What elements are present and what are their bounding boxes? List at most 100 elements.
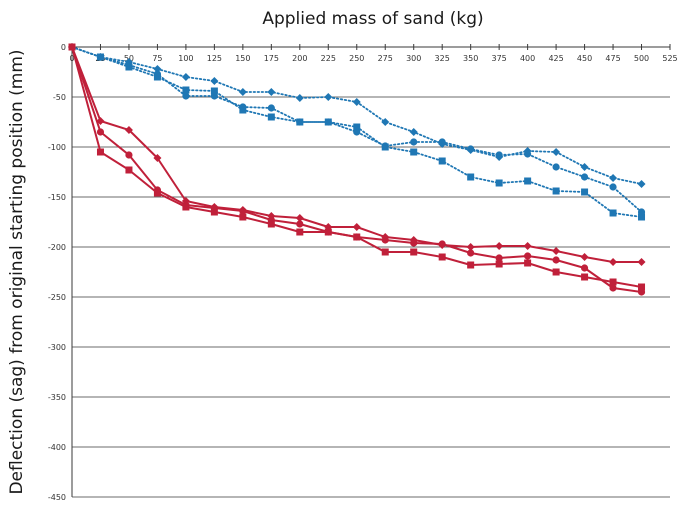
data-point bbox=[609, 258, 618, 266]
x-tick-label: 375 bbox=[492, 54, 507, 63]
data-point bbox=[295, 214, 304, 222]
data-point bbox=[210, 87, 218, 95]
data-point bbox=[381, 236, 389, 244]
data-point bbox=[125, 151, 133, 159]
y-tick-label: -400 bbox=[48, 443, 66, 452]
data-point bbox=[153, 189, 161, 197]
data-point bbox=[324, 118, 332, 126]
data-point bbox=[324, 93, 333, 101]
data-point bbox=[552, 247, 561, 255]
data-point bbox=[637, 258, 646, 266]
data-point bbox=[609, 278, 617, 286]
data-point bbox=[267, 220, 275, 228]
data-point bbox=[239, 106, 247, 114]
data-point bbox=[580, 173, 589, 181]
data-point bbox=[552, 163, 560, 171]
data-point bbox=[153, 154, 162, 162]
data-point bbox=[239, 207, 247, 215]
data-point bbox=[495, 254, 503, 262]
data-point bbox=[523, 242, 532, 250]
x-tick-label: 475 bbox=[605, 54, 620, 63]
y-tick-label: -150 bbox=[48, 193, 66, 202]
data-point bbox=[295, 94, 304, 102]
data-point bbox=[352, 223, 361, 231]
x-tick-label: 125 bbox=[207, 54, 222, 63]
data-point bbox=[352, 98, 361, 106]
data-point bbox=[267, 104, 275, 112]
data-point bbox=[438, 157, 446, 165]
x-tick-label: 275 bbox=[378, 54, 393, 63]
data-point bbox=[96, 128, 105, 136]
data-point bbox=[182, 92, 190, 100]
data-point bbox=[238, 88, 247, 96]
data-point bbox=[239, 213, 247, 221]
data-point bbox=[267, 88, 276, 96]
y-tick-label: -100 bbox=[48, 143, 66, 152]
data-point bbox=[324, 228, 332, 236]
y-tick-label: -200 bbox=[48, 243, 66, 252]
data-point bbox=[438, 138, 446, 146]
data-point bbox=[580, 163, 589, 171]
y-tick-label: 0 bbox=[61, 43, 66, 52]
x-tick-label: 250 bbox=[349, 54, 364, 63]
data-point bbox=[124, 126, 133, 134]
data-point bbox=[182, 86, 190, 94]
data-point bbox=[609, 284, 617, 292]
data-point bbox=[438, 253, 446, 261]
data-point bbox=[495, 260, 503, 268]
data-point bbox=[296, 118, 304, 126]
data-point bbox=[609, 174, 618, 182]
data-point bbox=[467, 173, 475, 181]
data-point bbox=[410, 239, 418, 247]
data-point bbox=[153, 65, 162, 73]
data-point bbox=[182, 203, 190, 211]
y-axis-title: Deflection (sag) from original starting … bbox=[7, 49, 27, 494]
x-tick-label: 300 bbox=[406, 54, 421, 63]
data-point bbox=[552, 187, 560, 195]
x-tick-label: 150 bbox=[235, 54, 250, 63]
x-tick-label: 425 bbox=[548, 54, 563, 63]
x-tick-label: 0 bbox=[69, 54, 74, 63]
data-point bbox=[467, 145, 475, 153]
data-point bbox=[68, 43, 76, 51]
x-tick-label: 325 bbox=[435, 54, 450, 63]
data-point bbox=[524, 259, 532, 267]
data-point bbox=[637, 180, 646, 188]
data-point bbox=[524, 177, 532, 185]
x-tick-label: 225 bbox=[321, 54, 336, 63]
data-point bbox=[410, 148, 418, 156]
y-tick-label: -250 bbox=[48, 293, 66, 302]
data-point bbox=[609, 183, 617, 191]
data-point bbox=[495, 242, 504, 250]
gridlines bbox=[72, 96, 670, 498]
data-point bbox=[153, 73, 161, 81]
data-point bbox=[466, 243, 475, 251]
x-tick-labels: 0255075100125150175200225250275300325350… bbox=[69, 54, 677, 63]
data-point bbox=[495, 179, 503, 187]
y-tick-labels: 0 -50 -100 -150 -200 -250 -300 -350 -400 -450 bbox=[48, 43, 66, 502]
data-point bbox=[467, 261, 475, 269]
data-point bbox=[552, 256, 560, 264]
data-point bbox=[467, 249, 475, 257]
data-point bbox=[580, 264, 589, 272]
data-point bbox=[181, 73, 190, 81]
data-point bbox=[210, 208, 218, 216]
data-point bbox=[296, 228, 304, 236]
data-point bbox=[96, 53, 104, 61]
data-point bbox=[581, 188, 589, 196]
data-point bbox=[410, 138, 418, 146]
data-point bbox=[580, 253, 589, 261]
x-tick-label: 200 bbox=[292, 54, 307, 63]
data-point bbox=[381, 248, 389, 256]
x-tick-label: 500 bbox=[634, 54, 649, 63]
x-tick-label: 75 bbox=[152, 54, 162, 63]
data-point bbox=[638, 213, 646, 221]
data-point bbox=[353, 123, 361, 131]
x-tick-label: 100 bbox=[178, 54, 193, 63]
data-point bbox=[581, 273, 589, 281]
y-tick-label: -50 bbox=[53, 93, 66, 102]
data-point bbox=[609, 209, 617, 217]
data-point bbox=[524, 252, 532, 260]
y-tick-label: -450 bbox=[48, 493, 66, 502]
